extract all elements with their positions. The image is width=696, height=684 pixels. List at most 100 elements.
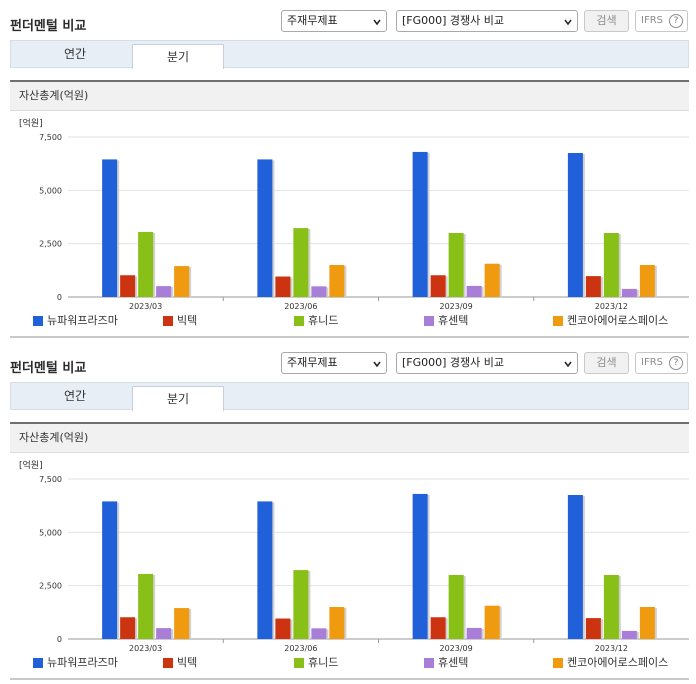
legend-item[interactable]: 빅텍 [161, 655, 197, 671]
bar [102, 501, 118, 639]
tab-annual[interactable]: 연간 [63, 47, 87, 61]
bar [311, 628, 327, 639]
help-icon[interactable]: ? [669, 14, 683, 28]
legend-label: 휴니드 [308, 314, 339, 327]
ifrs-button[interactable]: IFRS ? [635, 10, 688, 32]
divider [10, 336, 689, 338]
bar [174, 608, 190, 639]
bar [585, 618, 601, 639]
bar [585, 276, 601, 297]
bar [102, 159, 118, 297]
bar [621, 288, 637, 297]
legend-item[interactable]: 빅텍 [161, 313, 197, 329]
bar [257, 501, 273, 639]
ifrs-label: IFRS [641, 15, 663, 26]
bar [448, 575, 464, 639]
statement-select-value: 주재무제표 [287, 14, 338, 27]
tab-annual[interactable]: 연간 [63, 389, 87, 403]
bar [174, 266, 190, 297]
bar [275, 618, 291, 639]
search-button[interactable]: 검색 [584, 10, 629, 32]
legend-label: 뉴파워프라즈마 [47, 656, 118, 669]
legend-label: 빅텍 [177, 314, 198, 327]
y-tick-label: 2,500 [39, 582, 62, 591]
legend-label: 켄코아에어로스페이스 [567, 656, 669, 669]
legend-swatch [294, 658, 304, 668]
tab-quarterly[interactable]: 분기 [132, 44, 224, 69]
peer-group-select[interactable]: [FG000] 경쟁사 비교 [396, 352, 578, 374]
legend-item[interactable]: 뉴파워프라즈마 [31, 313, 118, 329]
legend-label: 휴니드 [308, 656, 339, 669]
bar [639, 265, 655, 297]
peer-group-select-value: [FG000] 경쟁사 비교 [402, 356, 505, 369]
legend-swatch [553, 316, 563, 326]
bar [120, 275, 136, 297]
statement-select[interactable]: 주재무제표 [281, 10, 387, 32]
chart-header: 자산총계(억원) [10, 80, 689, 111]
y-tick-label: 7,500 [39, 133, 62, 142]
page-title: 펀더멘털 비교 [10, 19, 87, 34]
statement-select[interactable]: 주재무제표 [281, 352, 387, 374]
legend-item[interactable]: 뉴파워프라즈마 [31, 655, 118, 671]
bar [430, 275, 446, 297]
period-tabs: 연간 분기 [10, 40, 689, 69]
bar [484, 263, 500, 297]
legend-label: 휴센텍 [438, 656, 469, 669]
bar [567, 153, 583, 297]
fundamental-panel-1: 펀더멘털 비교 주재무제표 [FG000] 경쟁사 비교 검색 IFRS ? 연… [10, 10, 689, 338]
statement-select-value: 주재무제표 [287, 356, 338, 369]
legend-item[interactable]: 휴니드 [292, 655, 338, 671]
bar [621, 630, 637, 639]
tab-quarterly[interactable]: 분기 [132, 386, 224, 411]
bar [430, 617, 446, 639]
search-button[interactable]: 검색 [584, 352, 629, 374]
bar [311, 286, 327, 297]
bar [293, 570, 309, 639]
x-tick-label: 2023/12 [595, 644, 628, 653]
period-tabs: 연간 분기 [10, 382, 689, 411]
bar [156, 628, 172, 639]
legend-swatch [424, 658, 434, 668]
chevron-down-icon [373, 19, 381, 26]
chevron-down-icon [564, 361, 572, 368]
bar [466, 627, 482, 639]
ifrs-button[interactable]: IFRS ? [635, 352, 688, 374]
chevron-down-icon [373, 361, 381, 368]
x-tick-label: 2023/06 [284, 644, 317, 653]
legend-swatch [33, 658, 43, 668]
legend-item[interactable]: 켄코아에어로스페이스 [551, 313, 668, 329]
legend-label: 뉴파워프라즈마 [47, 314, 118, 327]
legend-swatch [294, 316, 304, 326]
chart-legend: 뉴파워프라즈마 빅텍 휴니드 휴센텍 켄코아에어로스페이스 [10, 655, 689, 673]
bar [138, 231, 154, 297]
help-icon[interactable]: ? [669, 356, 683, 370]
bar [567, 495, 583, 639]
assets-bar-chart: [억원] 0 2,500 5,000 7,500 2023/03 2023/06 2023/0… [19, 117, 689, 311]
assets-bar-chart: [억원] 0 2,500 5,000 7,500 2023/03 2023/06 2023/0… [19, 459, 689, 653]
legend-swatch [553, 658, 563, 668]
x-tick-label: 2023/03 [129, 644, 162, 653]
y-tick-label: 7,500 [39, 475, 62, 484]
bar [138, 573, 154, 639]
legend-item[interactable]: 휴센텍 [422, 313, 468, 329]
peer-group-select[interactable]: [FG000] 경쟁사 비교 [396, 10, 578, 32]
legend-label: 빅텍 [177, 656, 198, 669]
legend-item[interactable]: 휴니드 [292, 313, 338, 329]
legend-item[interactable]: 휴센텍 [422, 655, 468, 671]
legend-item[interactable]: 켄코아에어로스페이스 [551, 655, 668, 671]
legend-swatch [424, 316, 434, 326]
bar [412, 493, 428, 639]
x-tick-label: 2023/03 [129, 302, 162, 311]
bar [412, 151, 428, 297]
fundamental-panel-2: 펀더멘털 비교 주재무제표 [FG000] 경쟁사 비교 검색 IFRS ? 연… [0, 342, 696, 684]
bar [484, 605, 500, 639]
y-tick-label: 2,500 [39, 240, 62, 249]
legend-swatch [33, 316, 43, 326]
y-tick-label: 5,000 [39, 528, 62, 537]
legend-swatch [163, 316, 173, 326]
chevron-down-icon [564, 19, 572, 26]
divider [10, 678, 689, 680]
bar [275, 276, 291, 297]
bar [156, 286, 172, 297]
y-tick-label: 0 [57, 635, 62, 644]
